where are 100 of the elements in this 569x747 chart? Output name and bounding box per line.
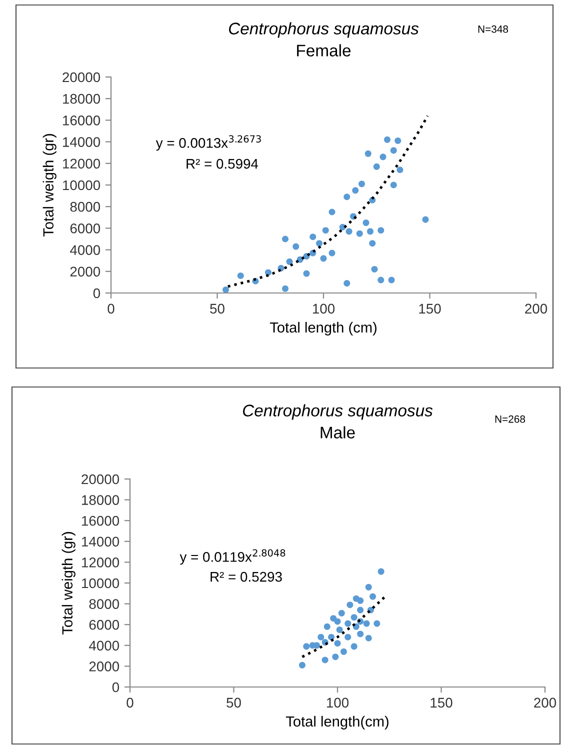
y-axis-title: Total weigth (gr) bbox=[62, 532, 76, 635]
chart-subtitle: Female bbox=[297, 44, 351, 56]
x-tick-label: 200 bbox=[525, 304, 548, 314]
annotation: R² = 0.5994 bbox=[186, 158, 258, 169]
point bbox=[358, 180, 366, 188]
point bbox=[318, 634, 324, 640]
point bbox=[369, 240, 376, 247]
x-tick-label: 100 bbox=[312, 304, 335, 314]
point bbox=[378, 276, 384, 284]
point bbox=[350, 614, 358, 621]
point bbox=[334, 640, 341, 647]
chart-title: Centrophorus squamosus bbox=[243, 404, 433, 420]
point bbox=[365, 634, 372, 642]
point bbox=[332, 654, 339, 660]
point bbox=[378, 568, 384, 575]
y-tick-label: 12000 bbox=[82, 558, 120, 568]
point bbox=[344, 634, 352, 640]
x-axis-title: Total length (cm) bbox=[270, 322, 376, 336]
point bbox=[374, 620, 380, 627]
y-tick-label: 6000 bbox=[89, 620, 120, 630]
y-tick-label: 20000 bbox=[82, 474, 120, 484]
text: N=268 bbox=[495, 415, 526, 423]
text: N=348 bbox=[478, 25, 508, 33]
y-tick-label: 8000 bbox=[89, 599, 120, 609]
point bbox=[344, 620, 352, 627]
x-tick-label: 200 bbox=[534, 698, 556, 708]
y-tick-label: 16000 bbox=[63, 116, 100, 126]
chart-title: Centrophorus squamosus bbox=[229, 22, 419, 38]
point bbox=[371, 266, 378, 272]
y-tick-label: 12000 bbox=[63, 158, 100, 169]
point bbox=[350, 643, 358, 650]
annotation: y = 0.0119x$^{2.8048}$ bbox=[180, 549, 286, 565]
point bbox=[352, 187, 359, 194]
point bbox=[378, 227, 384, 234]
point bbox=[222, 286, 230, 293]
point bbox=[322, 227, 329, 234]
point bbox=[384, 136, 391, 143]
y-tick-label: 18000 bbox=[82, 495, 120, 505]
x-tick-label: 100 bbox=[326, 698, 349, 708]
point bbox=[322, 656, 328, 664]
y-tick-label: 10000 bbox=[63, 180, 100, 190]
y-tick-label: 2000 bbox=[70, 266, 100, 277]
point bbox=[303, 643, 310, 650]
point bbox=[422, 216, 429, 223]
line-series bbox=[300, 595, 386, 658]
annotation: y = 0.0013x$^{3.2673}$ bbox=[156, 135, 261, 151]
point bbox=[328, 208, 336, 216]
annotation: R² = 0.5293 bbox=[210, 572, 282, 582]
point bbox=[394, 137, 402, 144]
x-tick-label: 50 bbox=[226, 698, 241, 708]
chart-subtitle: Male bbox=[320, 426, 355, 438]
y-tick-label: 14000 bbox=[63, 137, 100, 147]
point bbox=[346, 228, 352, 235]
point bbox=[380, 154, 386, 160]
point bbox=[363, 620, 370, 627]
point bbox=[340, 648, 347, 655]
y-tick-label: 4000 bbox=[70, 245, 100, 255]
point bbox=[282, 236, 289, 242]
point bbox=[373, 163, 380, 170]
point bbox=[344, 194, 350, 200]
point bbox=[324, 623, 330, 630]
point bbox=[390, 182, 397, 188]
point bbox=[366, 228, 374, 235]
point bbox=[316, 240, 323, 247]
point bbox=[357, 606, 364, 614]
point bbox=[364, 150, 372, 157]
y-tick-label: 8000 bbox=[70, 202, 100, 212]
point bbox=[336, 626, 343, 634]
x-axis-title: Total length(cm) bbox=[286, 716, 388, 730]
y-tick-label: 0 bbox=[93, 288, 100, 298]
point bbox=[292, 243, 300, 250]
x-tick-label: 150 bbox=[419, 304, 441, 314]
point bbox=[328, 250, 336, 256]
y-axis-title: Total weigth (gr) bbox=[42, 134, 56, 237]
point bbox=[344, 280, 350, 287]
x-tick-label: 50 bbox=[210, 304, 224, 314]
point bbox=[390, 147, 397, 154]
point bbox=[286, 258, 293, 265]
point bbox=[338, 610, 345, 616]
x-tick-label: 150 bbox=[430, 698, 452, 708]
point bbox=[320, 255, 327, 262]
point bbox=[388, 276, 395, 284]
y-tick-label: 2000 bbox=[89, 662, 120, 672]
point bbox=[370, 593, 376, 600]
y-tick-label: 0 bbox=[112, 682, 120, 692]
point bbox=[334, 618, 341, 625]
y-tick-label: 10000 bbox=[82, 578, 120, 588]
x-tick-label: 0 bbox=[126, 698, 134, 708]
y-tick-label: 6000 bbox=[70, 224, 100, 234]
point bbox=[298, 662, 306, 668]
point bbox=[328, 634, 335, 640]
y-tick-label: 14000 bbox=[82, 536, 120, 547]
point bbox=[237, 272, 244, 279]
point bbox=[396, 166, 404, 174]
point bbox=[362, 220, 370, 226]
point bbox=[310, 234, 316, 240]
y-tick-label: 18000 bbox=[63, 94, 100, 104]
point bbox=[282, 285, 289, 292]
point bbox=[357, 630, 364, 638]
point bbox=[357, 597, 364, 604]
